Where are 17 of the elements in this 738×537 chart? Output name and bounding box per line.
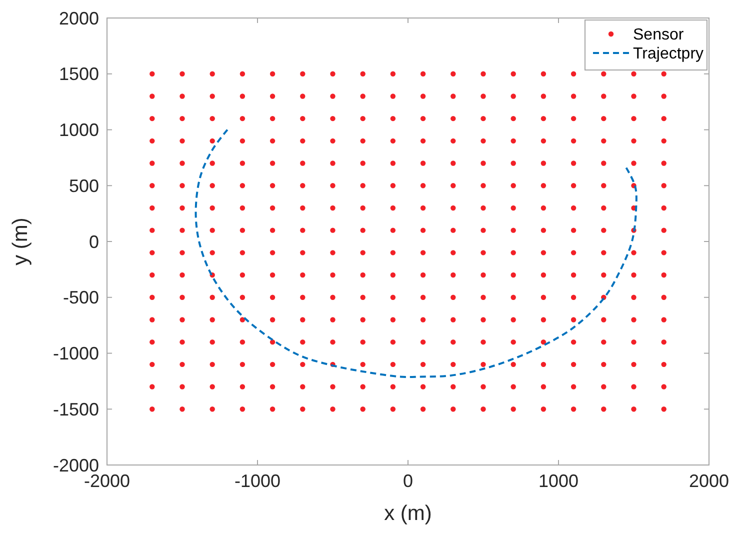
y-tick-label: 1500 [58, 64, 99, 84]
legend-label: Sensor [633, 26, 684, 44]
y-tick-label: -1000 [52, 344, 99, 364]
x-tick-label: 1000 [538, 471, 579, 491]
y-tick-label: 1000 [58, 120, 99, 140]
x-axis-title: x (m) [384, 502, 432, 525]
y-tick-label: 0 [88, 232, 99, 252]
y-tick-label: 500 [68, 176, 99, 196]
y-tick-label: 2000 [58, 8, 99, 28]
y-axis-title: y (m) [9, 218, 32, 266]
line-series [194, 128, 638, 378]
x-tick-label: -1000 [234, 471, 281, 491]
x-tick-label: 0 [402, 471, 414, 491]
x-tick-label: 2000 [688, 471, 730, 491]
y-tick-label: -1500 [52, 399, 99, 420]
y-tick-label: -500 [62, 288, 99, 308]
legend-label: Trajectpry [633, 46, 704, 63]
